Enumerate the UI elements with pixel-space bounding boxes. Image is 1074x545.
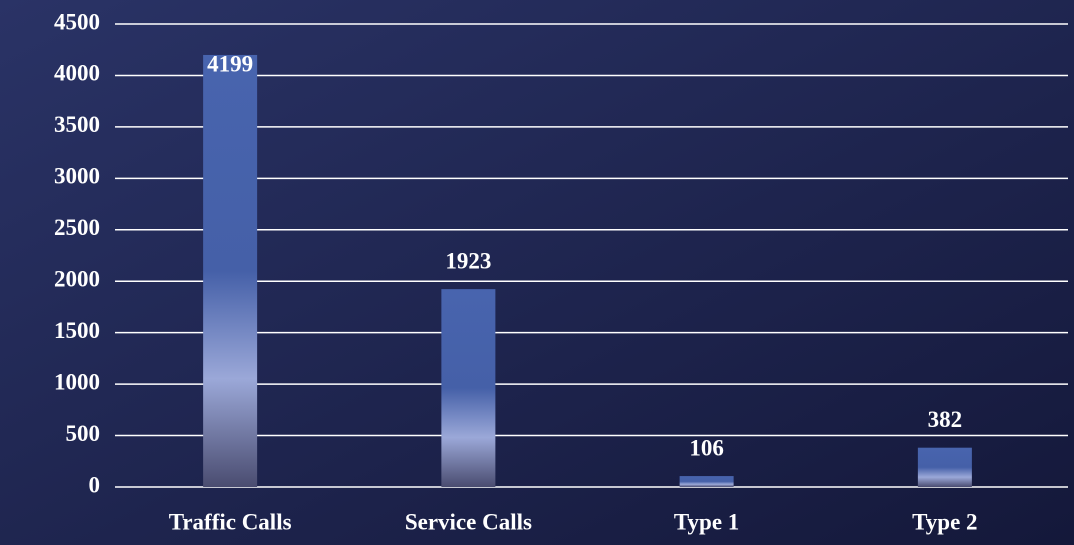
y-tick-label: 1000 xyxy=(54,369,100,394)
y-tick-label: 500 xyxy=(66,421,101,446)
x-tick-label: Type 2 xyxy=(912,509,977,534)
y-tick-label: 3500 xyxy=(54,112,100,137)
y-tick-label: 4500 xyxy=(54,9,100,34)
y-tick-label: 2500 xyxy=(54,215,100,240)
bar xyxy=(203,54,258,488)
bar xyxy=(441,289,496,487)
y-tick-label: 3000 xyxy=(54,164,100,189)
y-tick-label: 1500 xyxy=(54,318,100,343)
bar xyxy=(917,447,972,487)
x-tick-label: Service Calls xyxy=(405,509,532,534)
y-tick-label: 2000 xyxy=(54,267,100,292)
x-tick-label: Type 1 xyxy=(674,509,739,534)
bar xyxy=(679,476,734,487)
data-label: 106 xyxy=(689,435,724,460)
data-label: 382 xyxy=(928,407,963,432)
data-label: 1923 xyxy=(445,248,491,273)
data-label: 4199 xyxy=(207,51,253,76)
y-tick-label: 4000 xyxy=(54,61,100,86)
x-tick-label: Traffic Calls xyxy=(169,509,292,534)
y-tick-label: 0 xyxy=(89,472,101,497)
